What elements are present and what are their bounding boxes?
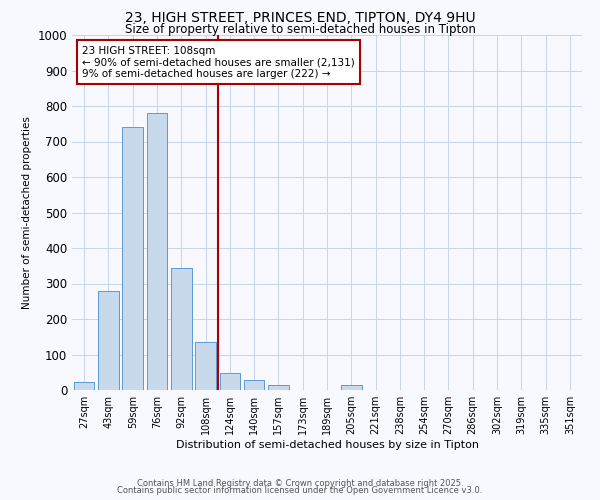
Text: Contains public sector information licensed under the Open Government Licence v3: Contains public sector information licen… <box>118 486 482 495</box>
X-axis label: Distribution of semi-detached houses by size in Tipton: Distribution of semi-detached houses by … <box>176 440 479 450</box>
Text: Contains HM Land Registry data © Crown copyright and database right 2025.: Contains HM Land Registry data © Crown c… <box>137 478 463 488</box>
Bar <box>268 386 289 390</box>
Text: Size of property relative to semi-detached houses in Tipton: Size of property relative to semi-detach… <box>125 22 475 36</box>
Bar <box>98 292 119 390</box>
Bar <box>146 113 167 390</box>
Bar <box>220 373 240 390</box>
Bar <box>74 382 94 390</box>
Bar <box>341 386 362 390</box>
Bar <box>122 126 143 390</box>
Text: 23, HIGH STREET, PRINCES END, TIPTON, DY4 9HU: 23, HIGH STREET, PRINCES END, TIPTON, DY… <box>125 11 475 25</box>
Bar <box>244 380 265 390</box>
Y-axis label: Number of semi-detached properties: Number of semi-detached properties <box>22 116 32 309</box>
Text: 23 HIGH STREET: 108sqm
← 90% of semi-detached houses are smaller (2,131)
9% of s: 23 HIGH STREET: 108sqm ← 90% of semi-det… <box>82 46 355 79</box>
Bar <box>195 342 216 390</box>
Bar <box>171 268 191 390</box>
